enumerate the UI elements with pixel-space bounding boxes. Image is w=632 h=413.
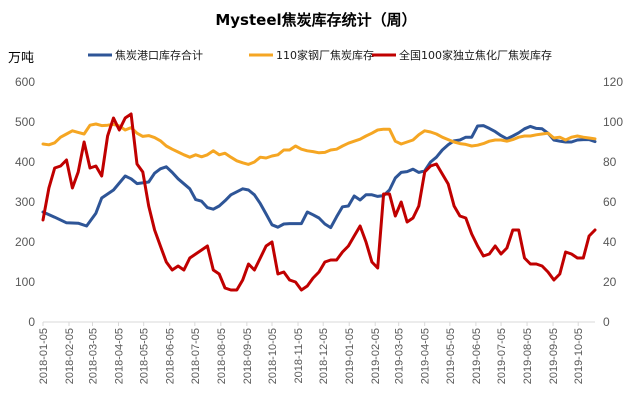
x-tick-label: 2018-12-05 <box>318 328 330 384</box>
legend: 焦炭港口库存合计 110家钢厂焦炭库存 全国100家独立焦化厂焦炭库存 <box>88 48 552 62</box>
x-tick-label: 2018-01-05 <box>38 328 50 384</box>
y-right-tick-label: 20 <box>603 275 617 289</box>
x-tick-label: 2019-03-05 <box>394 328 406 384</box>
chart-title: Mysteel焦炭库存统计（周） <box>215 11 416 29</box>
x-tick-label: 2018-02-05 <box>64 328 76 384</box>
x-tick-label: 2019-10-05 <box>573 328 585 384</box>
plot-area <box>41 112 597 292</box>
legend-label-3: 全国100家独立焦化厂焦炭库存 <box>399 48 552 62</box>
x-tick-label: 2018-07-05 <box>190 328 202 384</box>
y-left-tick-label: 300 <box>15 195 35 209</box>
y-axis-right: 0 20 40 60 80 100 120 <box>603 75 623 329</box>
x-tick-label: 2018-04-05 <box>114 328 126 384</box>
y-right-tick-label: 40 <box>603 235 617 249</box>
x-tick-label: 2019-04-05 <box>420 328 432 384</box>
x-tick-label: 2018-08-05 <box>216 328 228 384</box>
series-line-2 <box>41 122 597 166</box>
series-line-3 <box>41 112 597 292</box>
x-axis: 2018-01-05 2018-02-05 2018-03-05 2018-04-05… <box>38 322 585 384</box>
x-tick-label: 2018-03-05 <box>87 328 99 384</box>
y-right-tick-label: 120 <box>603 75 623 89</box>
y-axis-left: 0 100 200 300 400 500 600 <box>15 75 35 329</box>
y-left-tick-label: 200 <box>15 235 35 249</box>
y-right-tick-label: 0 <box>603 315 610 329</box>
x-tick-label: 2019-01-05 <box>344 328 356 384</box>
x-tick-label: 2019-09-05 <box>548 328 560 384</box>
x-tick-label: 2019-02-05 <box>370 328 382 384</box>
y-right-tick-label: 80 <box>603 155 617 169</box>
x-tick-label: 2019-08-05 <box>522 328 534 384</box>
y-left-tick-label: 100 <box>15 275 35 289</box>
y-right-tick-label: 100 <box>603 115 623 129</box>
y-left-tick-label: 400 <box>15 155 35 169</box>
series-line-1 <box>41 124 597 230</box>
legend-label-2: 110家钢厂焦炭库存 <box>276 48 374 62</box>
y-left-tick-label: 500 <box>15 115 35 129</box>
x-tick-label: 2018-10-05 <box>267 328 279 384</box>
x-tick-label: 2019-05-05 <box>445 328 457 384</box>
x-tick-label: 2019-07-05 <box>496 328 508 384</box>
x-tick-label: 2019-06-05 <box>471 328 483 384</box>
x-tick-label: 2018-09-05 <box>242 328 254 384</box>
y-left-tick-label: 0 <box>28 315 35 329</box>
x-tick-label: 2018-06-05 <box>165 328 177 384</box>
x-tick-label: 2018-05-05 <box>139 328 151 384</box>
x-tick-label: 2018-11-05 <box>293 328 305 383</box>
legend-label-1: 焦炭港口库存合计 <box>115 48 203 62</box>
y-unit-label: 万吨 <box>8 51 34 66</box>
y-left-tick-label: 600 <box>15 75 35 89</box>
y-right-tick-label: 60 <box>603 195 617 209</box>
